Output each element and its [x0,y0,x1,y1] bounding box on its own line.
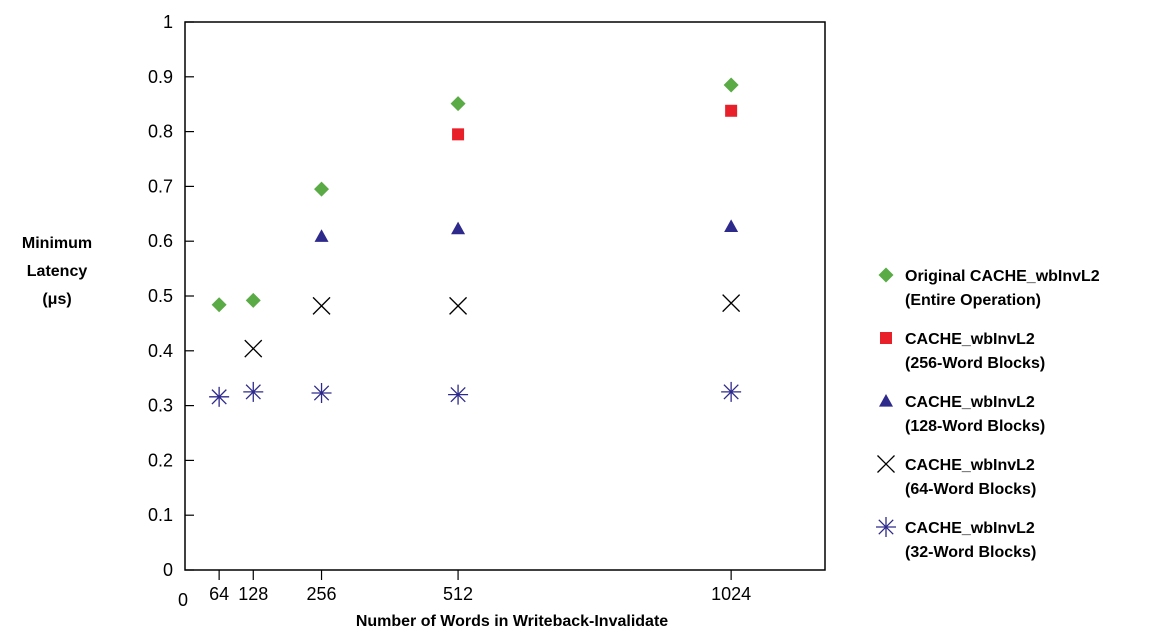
y-tick-label: 1 [163,12,173,32]
y-tick-label: 0.4 [148,341,173,361]
data-point-s3 [244,339,263,358]
data-point-s4 [243,381,264,402]
y-tick-label: 0.8 [148,122,173,142]
legend-entry-label: (128-Word Blocks) [905,418,1045,435]
x-tick-label: 256 [307,584,337,604]
y-tick-label: 0.1 [148,505,173,525]
data-point-s2 [724,219,739,233]
legend-entry-label: (64-Word Blocks) [905,481,1036,498]
x-axis-title: Number of Words in Writeback-Invalidate [356,613,668,630]
legend-marker [876,517,896,537]
legend-marker [877,455,895,473]
legend-marker [879,394,893,407]
y-axis-title-line: Latency [27,263,88,280]
x-tick-label: 1024 [711,584,751,604]
y-tick-label: 0.6 [148,231,173,251]
data-point-s0 [211,297,227,313]
data-point-s0 [723,77,739,93]
y-axis-title-line: Minimum [22,235,92,252]
x-axis-ticks: 64 128 256 512 1024 [209,570,751,604]
x-origin-label: 0 [178,590,188,610]
legend-entry-label: Original CACHE_wbInvL2 [905,268,1100,285]
legend-marker [880,332,892,344]
y-tick-label: 0.7 [148,176,173,196]
y-tick-label: 0 [163,560,173,580]
x-tick-label: 512 [443,584,473,604]
legend-entry-label: (256-Word Blocks) [905,355,1045,372]
data-point-s3 [449,296,468,315]
data-point-s4 [209,386,230,407]
data-point-s3 [312,296,331,315]
legend-entry-label: (32-Word Blocks) [905,544,1036,561]
plot-frame [184,21,826,571]
y-tick-label: 0.3 [148,396,173,416]
legend-entry-label: CACHE_wbInvL2 [905,331,1035,348]
y-tick-label: 0.5 [148,286,173,306]
data-point-s1 [725,104,738,117]
y-tick-label: 0.2 [148,450,173,470]
y-tick-label: 0.9 [148,67,173,87]
data-point-s0 [245,292,261,308]
data-point-s2 [451,221,466,235]
data-point-s2 [314,229,329,242]
y-axis-title-line: (μs) [42,291,71,308]
data-point-s0 [314,181,330,197]
legend-entry-label: (Entire Operation) [905,292,1041,309]
data-point-s1 [452,128,465,141]
y-axis-title: Minimum Latency (μs) [22,235,92,308]
legend: Original CACHE_wbInvL2 (Entire Operation)… [876,267,1100,561]
data-point-s4 [311,382,332,403]
data-points [209,77,742,407]
legend-entry-label: CACHE_wbInvL2 [905,394,1035,411]
x-tick-label: 128 [238,584,268,604]
legend-entry-label: CACHE_wbInvL2 [905,520,1035,537]
y-axis-ticks: 0 0.1 0.2 0.3 0.4 0.5 0.6 0.7 0.8 0.9 1 [148,12,194,580]
data-point-s3 [722,294,741,313]
legend-entry-label: CACHE_wbInvL2 [905,457,1035,474]
data-point-s0 [450,96,466,112]
data-point-s4 [721,381,742,402]
data-point-s4 [448,384,469,405]
legend-marker [878,267,894,283]
x-tick-label: 64 [209,584,229,604]
